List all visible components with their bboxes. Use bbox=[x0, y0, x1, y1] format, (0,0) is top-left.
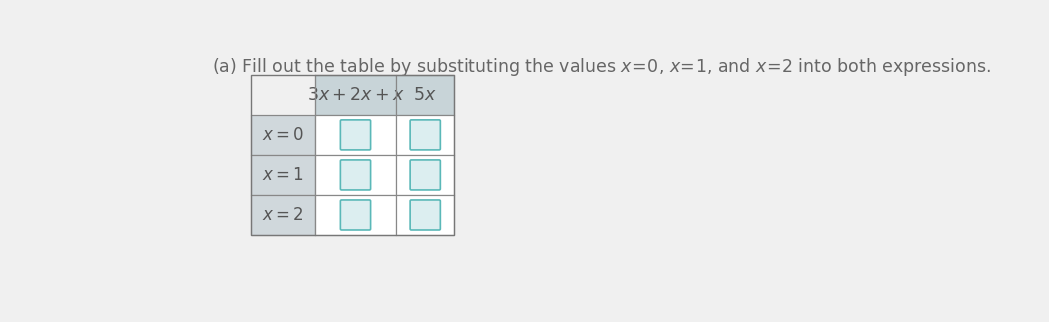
Bar bbox=[397, 115, 454, 155]
Text: $x=0$: $x=0$ bbox=[262, 126, 304, 144]
Text: (a) Fill out the table by substituting the values $x\!=\!0$, $x\!=\!1$, and $x\!: (a) Fill out the table by substituting t… bbox=[213, 56, 991, 78]
Text: $x=2$: $x=2$ bbox=[262, 206, 304, 224]
Bar bbox=[315, 75, 397, 115]
Text: $3x+2x+x$: $3x+2x+x$ bbox=[306, 86, 404, 104]
Bar bbox=[252, 155, 315, 195]
Bar bbox=[252, 195, 315, 235]
Bar bbox=[315, 155, 397, 195]
Bar bbox=[315, 115, 397, 155]
FancyBboxPatch shape bbox=[340, 200, 370, 230]
FancyBboxPatch shape bbox=[410, 160, 441, 190]
Bar bbox=[252, 75, 454, 235]
Bar bbox=[397, 155, 454, 195]
Text: $x=1$: $x=1$ bbox=[262, 166, 304, 184]
Bar bbox=[397, 75, 454, 115]
Bar bbox=[397, 195, 454, 235]
FancyBboxPatch shape bbox=[410, 200, 441, 230]
Bar bbox=[315, 195, 397, 235]
Text: $5x$: $5x$ bbox=[413, 86, 437, 104]
FancyBboxPatch shape bbox=[340, 160, 370, 190]
FancyBboxPatch shape bbox=[410, 120, 441, 150]
Bar bbox=[252, 115, 315, 155]
FancyBboxPatch shape bbox=[340, 120, 370, 150]
